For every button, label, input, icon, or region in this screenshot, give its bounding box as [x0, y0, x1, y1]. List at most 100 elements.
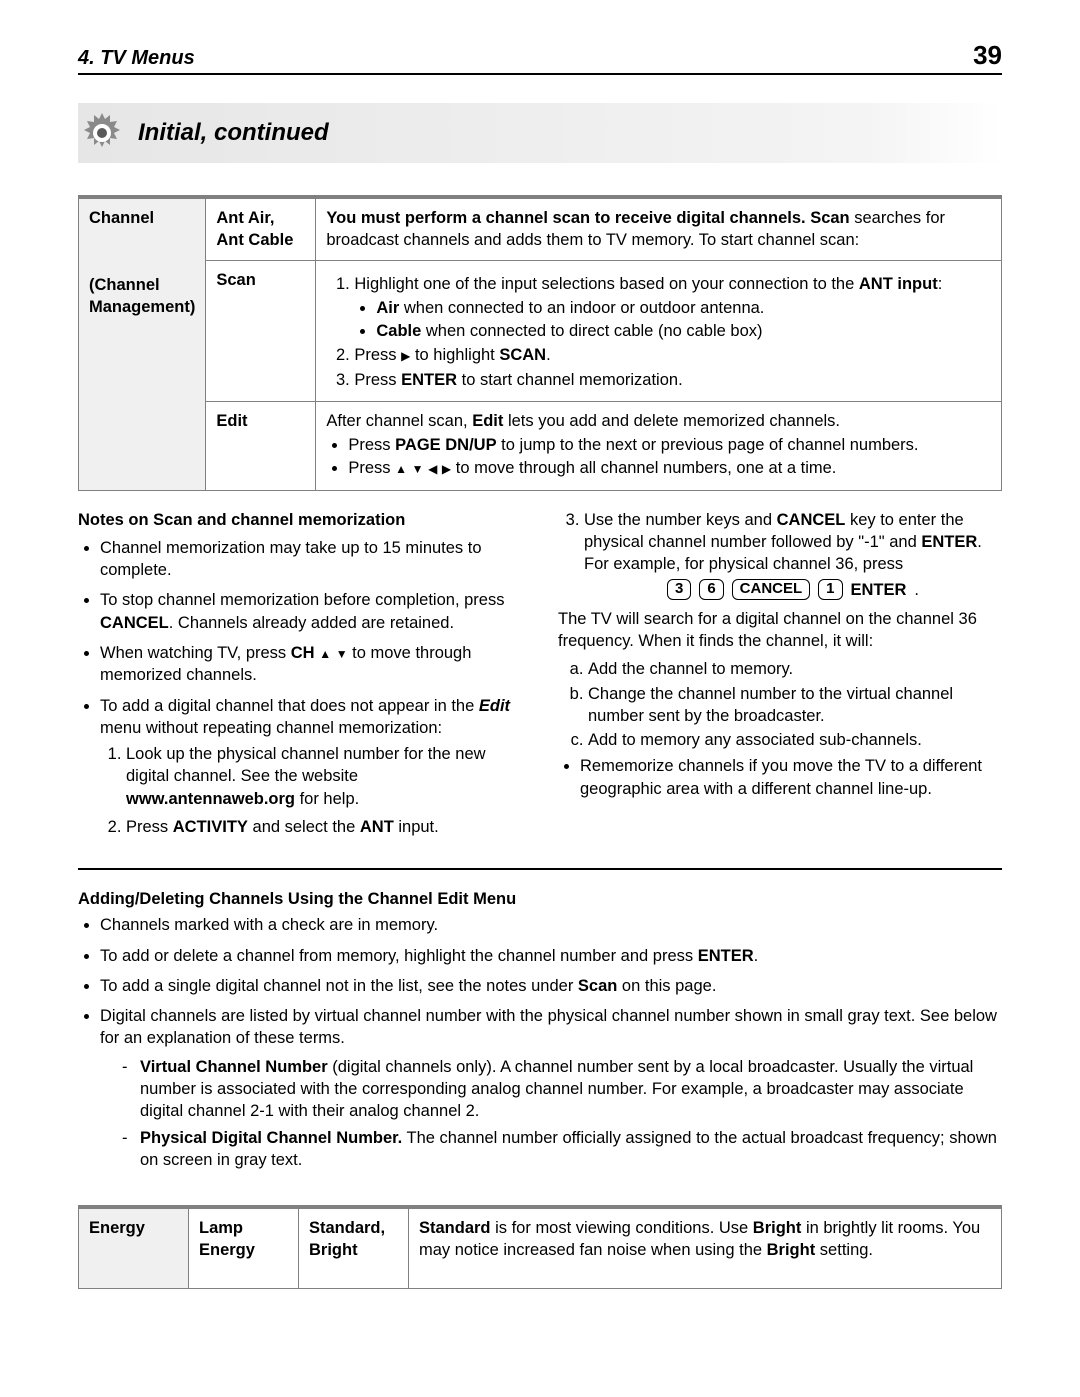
label: Channel — [89, 209, 154, 227]
scan-cell: Scan — [206, 260, 316, 401]
list-item: Press PAGE DN/UP to jump to the next or … — [348, 434, 991, 456]
label: Energy — [89, 1219, 145, 1237]
table-row: Edit After channel scan, Edit lets you a… — [79, 401, 1002, 490]
label: Energy — [199, 1241, 255, 1259]
text: Bright — [753, 1219, 802, 1237]
page: 4. TV Menus 39 Initial, continued Channe… — [0, 0, 1080, 1367]
triangle-down-icon — [412, 459, 424, 477]
text: Physical Digital Channel Number. — [140, 1129, 402, 1147]
key-enter-label: ENTER — [851, 579, 907, 601]
text: Look up the physical channel number for … — [126, 745, 486, 785]
text: Digital channels are listed by virtual c… — [100, 1007, 997, 1047]
triangle-right-icon — [401, 346, 410, 364]
divider — [78, 868, 1002, 870]
subsection-heading: Adding/Deleting Channels Using the Chann… — [78, 888, 1002, 910]
title-bar: Initial, continued — [78, 103, 1002, 163]
text: ANT input — [859, 275, 938, 293]
list-item: Digital channels are listed by virtual c… — [100, 1005, 1002, 1171]
list-item: Channels marked with a check are in memo… — [100, 914, 1002, 936]
list-item: Cable when connected to direct cable (no… — [376, 320, 991, 342]
label: Bright — [309, 1241, 358, 1259]
text: Press — [348, 436, 395, 454]
energy-table: Energy Lamp Energy Standard, Bright Stan… — [78, 1205, 1002, 1289]
text: Edit — [479, 697, 510, 715]
text: To stop channel memorization before comp… — [100, 591, 504, 609]
text: setting. — [815, 1241, 873, 1259]
list-item: Press to move through all channel number… — [348, 457, 991, 479]
text: The TV will search for a digital channel… — [558, 608, 1002, 653]
text: Press — [354, 371, 401, 389]
description-cell: Standard is for most viewing conditions.… — [409, 1207, 1002, 1288]
text: Channels marked with a check are in memo… — [100, 916, 438, 934]
list-item: Use the number keys and CANCEL key to en… — [584, 509, 1002, 602]
text: www.antennaweb.org — [126, 790, 295, 808]
text: Virtual Channel Number — [140, 1058, 328, 1076]
list-item: Add the channel to memory. — [588, 658, 1002, 680]
text: and select the — [248, 818, 360, 836]
text: for help. — [295, 790, 359, 808]
text: CANCEL — [777, 511, 846, 529]
text: menu without repeating channel memorizat… — [100, 719, 442, 737]
options-cell: Standard, Bright — [299, 1207, 409, 1288]
gear-icon — [78, 109, 126, 157]
list-item: Physical Digital Channel Number. The cha… — [140, 1127, 1002, 1172]
text: To add or delete a channel from memory, … — [100, 947, 698, 965]
text: Use the number keys and — [584, 511, 777, 529]
text: on this page. — [617, 977, 716, 995]
text: when connected to direct cable (no cable… — [421, 322, 762, 340]
triangle-right-icon — [442, 459, 451, 477]
text: Press — [354, 346, 401, 364]
list-item: To add a single digital channel not in t… — [100, 975, 1002, 997]
list-item: Press ENTER to start channel memorizatio… — [354, 369, 991, 391]
text: Cable — [376, 322, 421, 340]
ant-cell: Ant Air, Ant Cable — [206, 197, 316, 260]
description-cell: Highlight one of the input selections ba… — [316, 260, 1002, 401]
list-item: Look up the physical channel number for … — [126, 743, 522, 810]
edit-menu-section: Adding/Deleting Channels Using the Chann… — [78, 888, 1002, 1171]
text: To add a single digital channel not in t… — [100, 977, 578, 995]
text: PAGE DN/UP — [395, 436, 496, 454]
notes-right: Use the number keys and CANCEL key to en… — [558, 509, 1002, 846]
list-item: Press to highlight SCAN. — [354, 344, 991, 366]
text: When watching TV, press — [100, 644, 291, 662]
table-row: Energy Lamp Energy Standard, Bright Stan… — [79, 1207, 1002, 1288]
text: Edit — [472, 412, 503, 430]
lamp-cell: Lamp Energy — [189, 1207, 299, 1288]
text: Press — [126, 818, 173, 836]
label: (Channel Management) — [89, 276, 195, 316]
list-item: To stop channel memorization before comp… — [100, 589, 522, 634]
key-cancel: CANCEL — [732, 579, 811, 600]
label: Ant Air, — [216, 209, 274, 227]
table-row: Scan Highlight one of the input selectio… — [79, 260, 1002, 401]
page-header: 4. TV Menus 39 — [78, 40, 1002, 75]
text: input. — [394, 818, 439, 836]
text: Highlight one of the input selections ba… — [354, 275, 859, 293]
text: Rememorize channels if you move the TV t… — [580, 757, 982, 797]
text: Air — [376, 299, 399, 317]
triangle-up-icon — [319, 644, 331, 662]
table-row: Channel (Channel Management) Ant Air, An… — [79, 197, 1002, 260]
page-number: 39 — [973, 40, 1002, 71]
text: is for most viewing conditions. Use — [491, 1219, 753, 1237]
text: SCAN — [499, 346, 546, 364]
text: to move through all channel numbers, one… — [451, 459, 836, 477]
text: Bright — [767, 1241, 816, 1259]
text: . Channels already added are retained. — [169, 614, 454, 632]
label: Ant Cable — [216, 231, 293, 249]
text: when connected to an indoor or outdoor a… — [399, 299, 764, 317]
section-label: 4. TV Menus — [78, 47, 195, 70]
channel-table: Channel (Channel Management) Ant Air, An… — [78, 195, 1002, 491]
description-cell: After channel scan, Edit lets you add an… — [316, 401, 1002, 490]
list-item: Virtual Channel Number (digital channels… — [140, 1056, 1002, 1123]
list-item: Press ACTIVITY and select the ANT input. — [126, 816, 522, 838]
text: to highlight — [410, 346, 499, 364]
list-item: Air when connected to an indoor or outdo… — [376, 297, 991, 319]
notes-left: Notes on Scan and channel memorization C… — [78, 509, 522, 846]
text: CH — [291, 644, 315, 662]
notes-columns: Notes on Scan and channel memorization C… — [78, 509, 1002, 846]
triangle-left-icon — [428, 459, 437, 477]
list-item: Channel memorization may take up to 15 m… — [100, 537, 522, 582]
text: ANT — [360, 818, 394, 836]
edit-cell: Edit — [206, 401, 316, 490]
notes-heading: Notes on Scan and channel memorization — [78, 509, 522, 531]
